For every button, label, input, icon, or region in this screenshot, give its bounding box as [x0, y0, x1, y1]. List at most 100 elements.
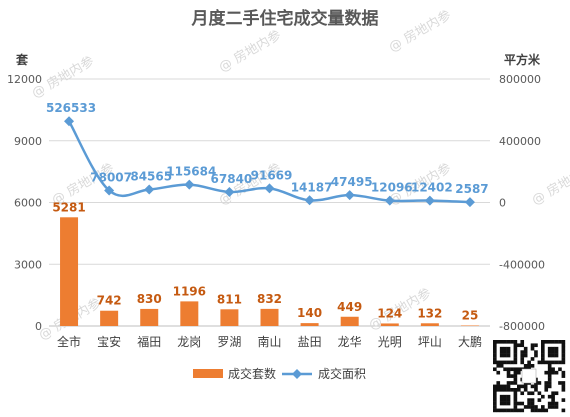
qr-module — [503, 394, 507, 399]
qr-module — [499, 364, 504, 368]
line-value-label: 115684 — [166, 165, 216, 179]
qr-module — [503, 401, 507, 406]
qr-module — [520, 391, 525, 396]
line-point-宝安 — [104, 185, 115, 196]
line-point-大鹏 — [464, 197, 475, 208]
qr-module — [544, 381, 549, 385]
qr-module — [554, 350, 559, 354]
y-left-tick-label: 3000 — [14, 258, 42, 271]
qr-module — [493, 408, 497, 413]
qr-module — [513, 381, 518, 385]
qr-module — [506, 367, 511, 372]
qr-module — [517, 367, 521, 372]
qr-module — [517, 384, 521, 389]
qr-module — [513, 340, 518, 344]
x-tick-label: 罗湖 — [217, 334, 241, 349]
qr-module — [513, 408, 518, 413]
qr-module — [551, 350, 555, 354]
bar-value-label: 25 — [462, 308, 479, 322]
qr-module — [541, 394, 545, 399]
line-point-坪山 — [424, 195, 435, 206]
qr-module — [499, 350, 504, 354]
bar-福田 — [140, 308, 159, 326]
qr-module — [506, 398, 511, 402]
qr-module — [503, 367, 507, 372]
line-value-label: 12402 — [411, 181, 453, 195]
qr-module — [561, 381, 566, 385]
qr-module — [523, 384, 528, 389]
qr-module — [493, 388, 497, 392]
qr-module — [537, 360, 542, 365]
qr-module — [523, 405, 528, 409]
qr-module — [510, 374, 514, 378]
y-left-tick-label: 6000 — [14, 197, 42, 210]
qr-module — [496, 360, 501, 365]
qr-module — [547, 374, 552, 378]
line-point-龙岗 — [184, 179, 195, 190]
qr-module — [499, 384, 504, 389]
qr-module — [506, 353, 511, 358]
x-tick-label: 南山 — [257, 334, 281, 349]
qr-module — [517, 388, 521, 392]
qr-module — [493, 398, 497, 402]
bar-value-label: 124 — [377, 306, 402, 320]
qr-module — [506, 360, 511, 365]
line-point-盐田 — [304, 195, 315, 206]
x-tick-label: 全市 — [57, 334, 81, 349]
qr-module — [503, 346, 507, 351]
legend-label-line: 成交面积 — [318, 366, 366, 381]
qr-module — [561, 408, 566, 413]
line-point-南山 — [264, 183, 275, 194]
qr-module — [493, 357, 497, 361]
bar-value-label: 830 — [137, 292, 162, 306]
bar-盐田 — [300, 323, 319, 326]
bar-全市 — [60, 217, 79, 326]
qr-module — [493, 367, 497, 372]
bar-value-label: 811 — [217, 292, 242, 306]
y-right-tick-label: -400000 — [499, 258, 545, 271]
bar-光明 — [380, 323, 399, 326]
qr-module — [496, 381, 501, 385]
y-right-tick-label: 800000 — [499, 73, 541, 86]
qr-module — [513, 357, 518, 361]
qr-module — [544, 388, 549, 392]
x-tick-label: 宝安 — [97, 334, 121, 349]
qr-module — [530, 384, 535, 389]
bar-value-label: 5281 — [52, 200, 85, 214]
qr-module — [520, 384, 525, 389]
qr-module — [547, 364, 552, 368]
qr-module — [503, 350, 507, 354]
qr-module — [537, 398, 542, 402]
bar-value-label: 1196 — [173, 284, 206, 298]
bar-大鹏 — [460, 325, 479, 326]
legend-label-bars: 成交套数 — [228, 366, 276, 381]
qr-module — [547, 346, 552, 351]
qr-module — [561, 374, 566, 378]
qr-module — [554, 346, 559, 351]
qr-module — [551, 398, 555, 402]
qr-module — [561, 350, 566, 354]
qr-module — [493, 384, 497, 389]
qr-module — [551, 340, 555, 344]
bar-value-label: 449 — [337, 300, 362, 314]
qr-module — [499, 398, 504, 402]
qr-module — [513, 398, 518, 402]
y-right-tick-label: -800000 — [499, 320, 545, 333]
qr-module — [520, 360, 525, 365]
bar-南山 — [260, 308, 279, 326]
qr-module — [520, 357, 525, 361]
qr-module — [506, 350, 511, 354]
qr-module — [510, 340, 514, 344]
qr-module — [493, 401, 497, 406]
qr-module — [499, 346, 504, 351]
line-value-label: 2587 — [455, 182, 488, 196]
qr-module — [534, 388, 538, 392]
legend-marker-line — [292, 369, 302, 379]
qr-module — [541, 346, 545, 351]
line-value-label: 67840 — [211, 172, 253, 186]
qr-module — [554, 401, 559, 406]
qr-module — [520, 401, 525, 406]
y-left-tick-label: 9000 — [14, 135, 42, 148]
x-tick-label: 福田 — [137, 334, 161, 349]
